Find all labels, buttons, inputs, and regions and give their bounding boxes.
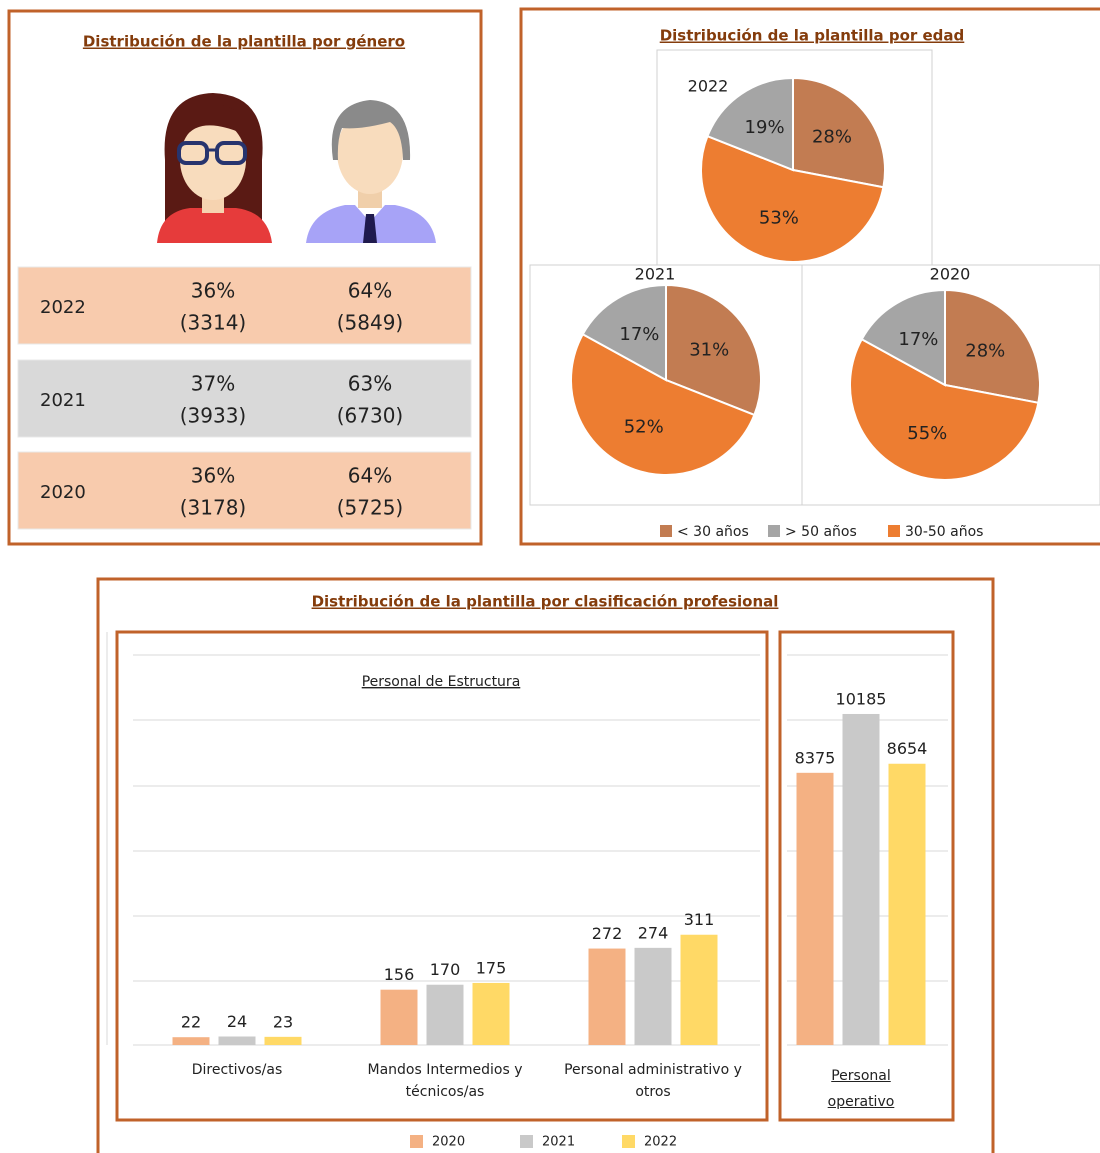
bar bbox=[172, 1037, 210, 1045]
bar bbox=[634, 947, 672, 1045]
legend-swatch bbox=[520, 1135, 533, 1148]
bar-frame bbox=[96, 577, 995, 1153]
pie-title: 2022 bbox=[688, 77, 729, 96]
age-title: Distribución de la plantilla por edad bbox=[660, 27, 965, 45]
bar-value: 170 bbox=[430, 960, 461, 979]
row-year: 2020 bbox=[40, 482, 86, 503]
pie-title: 2021 bbox=[635, 265, 676, 284]
gender-title: Distribución de la plantilla por género bbox=[83, 33, 405, 51]
slice-label: 19% bbox=[745, 117, 785, 138]
bar bbox=[680, 934, 718, 1045]
men-count: (5849) bbox=[337, 311, 404, 335]
women-count: (3933) bbox=[180, 404, 247, 428]
man-icon bbox=[306, 100, 436, 243]
slice-label: 28% bbox=[965, 341, 1005, 362]
row-bg bbox=[17, 266, 472, 345]
pie-slice bbox=[706, 76, 794, 172]
row-year: 2022 bbox=[40, 297, 86, 318]
group-frame bbox=[115, 630, 769, 1122]
category-label: Personal operativo bbox=[827, 1068, 895, 1110]
category-label: Mandos Intermedios y técnicos/as bbox=[367, 1062, 523, 1100]
slice-label: 31% bbox=[689, 340, 729, 361]
bar-value: 23 bbox=[273, 1012, 293, 1031]
bar-value: 274 bbox=[638, 923, 669, 942]
bar bbox=[888, 763, 926, 1045]
bar bbox=[472, 982, 510, 1045]
slice-label: 28% bbox=[812, 127, 852, 148]
row-bg bbox=[17, 359, 472, 438]
legend-swatch bbox=[768, 525, 780, 537]
bar bbox=[380, 989, 418, 1045]
slice-label: 17% bbox=[898, 329, 938, 350]
bar-value: 24 bbox=[227, 1012, 247, 1031]
pie-slice bbox=[944, 288, 1041, 404]
woman-icon bbox=[157, 93, 272, 243]
group-frame bbox=[778, 630, 955, 1122]
pie-slice bbox=[700, 134, 885, 263]
age-frame bbox=[519, 7, 1100, 546]
bar-value: 22 bbox=[181, 1013, 201, 1032]
pie-slice bbox=[792, 76, 886, 189]
slice-label: 55% bbox=[907, 423, 947, 444]
pie-slice bbox=[665, 283, 762, 417]
bar-title: Distribución de la plantilla por clasifi… bbox=[312, 593, 779, 611]
women-count: (3178) bbox=[180, 496, 247, 520]
bar-value: 175 bbox=[476, 958, 507, 977]
bar-value: 156 bbox=[384, 965, 415, 984]
pie-slice bbox=[581, 283, 667, 382]
women-pct: 36% bbox=[191, 464, 235, 488]
women-pct: 37% bbox=[191, 372, 235, 396]
women-count: (3314) bbox=[180, 311, 247, 335]
bar-value: 311 bbox=[684, 910, 715, 929]
pie-title: 2020 bbox=[930, 265, 971, 284]
bar-value: 272 bbox=[592, 924, 623, 943]
men-count: (5725) bbox=[337, 496, 404, 520]
bar bbox=[426, 984, 464, 1045]
bar bbox=[842, 713, 880, 1045]
bar bbox=[218, 1036, 256, 1045]
legend-swatch bbox=[660, 525, 672, 537]
legend-label: > 50 años bbox=[785, 524, 857, 540]
men-pct: 63% bbox=[348, 372, 392, 396]
bar bbox=[796, 772, 834, 1045]
slice-label: 53% bbox=[759, 208, 799, 229]
women-pct: 36% bbox=[191, 279, 235, 303]
legend-label: 2020 bbox=[432, 1135, 465, 1150]
bar bbox=[588, 948, 626, 1045]
group-label: Personal de Estructura bbox=[362, 674, 521, 690]
legend-swatch bbox=[410, 1135, 423, 1148]
legend-swatch bbox=[888, 525, 900, 537]
legend-label: 30-50 años bbox=[905, 524, 983, 540]
category-label: Personal administrativo y otros bbox=[564, 1062, 742, 1100]
row-bg bbox=[17, 451, 472, 530]
men-pct: 64% bbox=[348, 279, 392, 303]
bar-value: 8654 bbox=[887, 739, 928, 758]
men-count: (6730) bbox=[337, 404, 404, 428]
row-year: 2021 bbox=[40, 390, 86, 411]
men-pct: 64% bbox=[348, 464, 392, 488]
bar-value: 10185 bbox=[836, 689, 887, 708]
slice-label: 17% bbox=[619, 324, 659, 345]
legend-label: 2021 bbox=[542, 1135, 575, 1150]
gender-frame bbox=[7, 9, 483, 546]
legend-swatch bbox=[622, 1135, 635, 1148]
pie-slice bbox=[570, 332, 756, 476]
pie-slice bbox=[849, 337, 1040, 481]
legend-label: < 30 años bbox=[677, 524, 749, 540]
legend-label: 2022 bbox=[644, 1135, 677, 1150]
category-label: Directivos/as bbox=[191, 1062, 283, 1078]
slice-label: 52% bbox=[624, 416, 664, 437]
bar-value: 8375 bbox=[795, 748, 836, 767]
bar bbox=[264, 1036, 302, 1045]
pie-slice bbox=[860, 288, 946, 387]
